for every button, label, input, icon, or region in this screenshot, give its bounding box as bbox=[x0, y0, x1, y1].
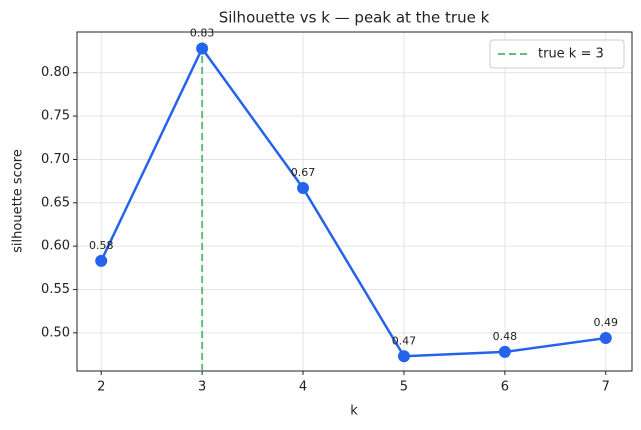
y-tick-label: 0.60 bbox=[41, 239, 70, 254]
x-axis-label: k bbox=[350, 404, 358, 419]
legend-box bbox=[489, 39, 625, 69]
value-label: 0.58 bbox=[89, 239, 114, 252]
x-tick-label: 7 bbox=[602, 380, 610, 395]
point bbox=[297, 182, 310, 195]
x-tick-label: 4 bbox=[299, 380, 307, 395]
chart-title: Silhouette vs k — peak at the true k bbox=[219, 9, 490, 27]
y-tick-label: 0.75 bbox=[41, 109, 70, 124]
legend-label: true k = 3 bbox=[538, 47, 604, 62]
point bbox=[196, 42, 209, 55]
value-label: 0.49 bbox=[594, 316, 619, 329]
y-tick-label: 0.65 bbox=[41, 195, 70, 210]
x-tick-label: 2 bbox=[97, 380, 105, 395]
y-tick-label: 0.55 bbox=[41, 282, 70, 297]
point bbox=[95, 254, 108, 267]
value-label: 0.83 bbox=[190, 26, 215, 39]
value-label: 0.48 bbox=[493, 330, 518, 343]
x-tick-label: 6 bbox=[501, 380, 509, 395]
y-tick-label: 0.80 bbox=[41, 65, 70, 80]
y-tick-label: 0.70 bbox=[41, 152, 70, 167]
x-tick-label: 5 bbox=[400, 380, 408, 395]
value-label: 0.47 bbox=[392, 334, 417, 347]
point bbox=[599, 332, 612, 345]
legend: true k = 3 bbox=[489, 39, 625, 69]
line bbox=[100, 46, 606, 358]
x-tick-label: 3 bbox=[198, 380, 206, 395]
value-label: 0.67 bbox=[291, 166, 316, 179]
y-axis-label: silhouette score bbox=[11, 149, 26, 253]
plot-frame bbox=[76, 31, 633, 372]
y-tick-label: 0.50 bbox=[41, 325, 70, 340]
point bbox=[397, 350, 410, 363]
point bbox=[498, 345, 511, 358]
